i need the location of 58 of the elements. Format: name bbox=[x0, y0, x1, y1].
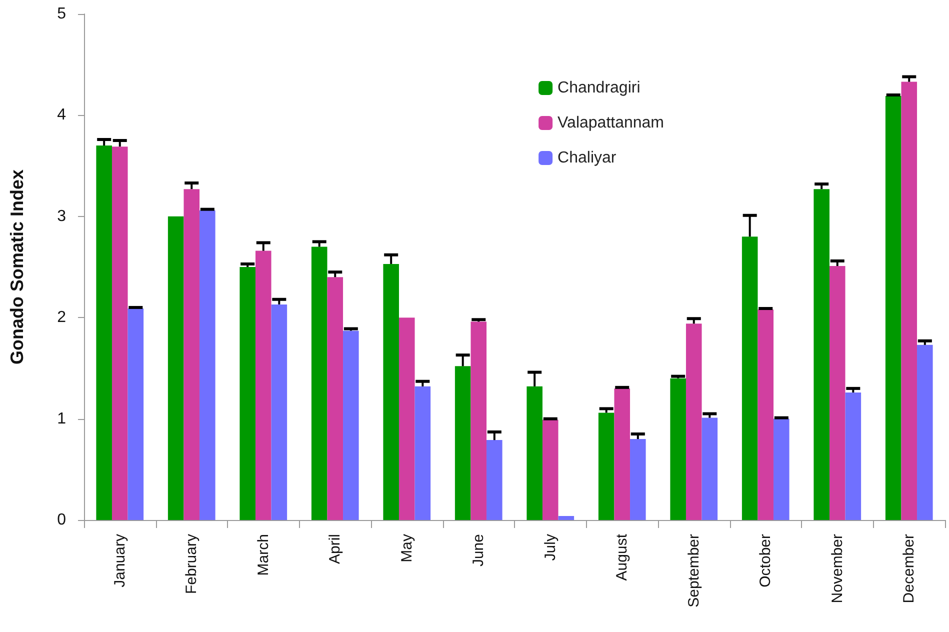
x-tick-label: August bbox=[614, 533, 631, 581]
bar bbox=[917, 344, 933, 520]
legend-label: Chaliyar bbox=[558, 150, 617, 166]
bar bbox=[774, 418, 790, 520]
bar bbox=[742, 236, 758, 520]
y-tick-label: 0 bbox=[57, 512, 66, 528]
bar bbox=[702, 418, 718, 520]
x-tick-label: July bbox=[542, 534, 559, 561]
bar bbox=[670, 378, 686, 520]
bar bbox=[630, 439, 646, 520]
y-tick-label: 5 bbox=[57, 6, 66, 22]
bar bbox=[614, 388, 630, 520]
bar bbox=[96, 146, 112, 520]
bar bbox=[414, 386, 431, 520]
bar bbox=[901, 82, 918, 520]
y-tick-label: 4 bbox=[57, 106, 66, 124]
x-tick-label: September bbox=[685, 534, 702, 608]
bar bbox=[168, 216, 184, 520]
bar bbox=[526, 386, 542, 520]
bar bbox=[598, 412, 614, 520]
bar bbox=[758, 310, 774, 520]
bar bbox=[240, 267, 256, 520]
bar bbox=[829, 266, 846, 520]
bar bbox=[255, 250, 272, 520]
x-tick-label: May bbox=[398, 534, 416, 562]
bar bbox=[343, 330, 359, 520]
bar bbox=[311, 246, 328, 520]
bar bbox=[470, 322, 487, 520]
bar bbox=[271, 304, 288, 520]
y-tick-label: 3 bbox=[57, 208, 66, 225]
bar bbox=[398, 318, 415, 520]
x-tick-label: June bbox=[470, 534, 488, 567]
bar bbox=[845, 392, 862, 520]
bar bbox=[383, 264, 399, 520]
y-tick-label: 1 bbox=[57, 410, 66, 428]
bar bbox=[885, 96, 902, 520]
bar bbox=[454, 366, 471, 520]
bar bbox=[814, 189, 830, 520]
y-tick-label: 2 bbox=[57, 309, 66, 326]
x-tick-label: March bbox=[254, 534, 272, 576]
bar bbox=[686, 324, 702, 520]
legend-label: Valapattannam bbox=[558, 114, 664, 132]
bar bbox=[327, 277, 344, 520]
x-tick-label: January bbox=[111, 534, 128, 588]
bar bbox=[486, 440, 502, 520]
x-tick-label: October bbox=[757, 534, 774, 588]
bar bbox=[558, 516, 574, 520]
bar bbox=[542, 420, 558, 520]
bar bbox=[184, 189, 200, 520]
legend-label: Chandragiri bbox=[558, 80, 640, 96]
y-axis-title: Gonado Somatic Index bbox=[7, 169, 27, 365]
x-tick-label: April bbox=[326, 534, 344, 564]
x-tick-label: November bbox=[828, 534, 846, 604]
bar bbox=[112, 146, 128, 520]
x-tick-label: December bbox=[900, 534, 918, 604]
bar bbox=[200, 210, 216, 520]
x-tick-label: February bbox=[183, 534, 200, 594]
bar bbox=[128, 308, 144, 520]
